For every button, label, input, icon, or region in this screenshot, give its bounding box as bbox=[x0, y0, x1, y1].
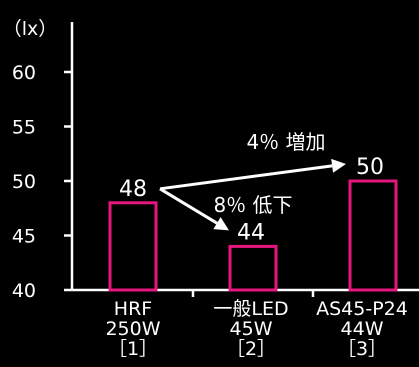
y-axis-ticks: 40 45 50 55 60 bbox=[12, 62, 72, 302]
comparison-arrow-line bbox=[159, 187, 218, 225]
category-label: ［3］ bbox=[337, 338, 387, 360]
comparison-arrow-line bbox=[159, 164, 333, 191]
y-tick-label: 45 bbox=[12, 226, 36, 248]
bar bbox=[108, 201, 158, 292]
y-tick-label: 40 bbox=[12, 280, 36, 302]
comparison-arrow-head bbox=[213, 217, 229, 231]
comparison-annotations: 4％ 増加 8％ 低下 bbox=[159, 130, 346, 231]
category-label: 250W bbox=[105, 318, 160, 340]
y-tick-label: 55 bbox=[12, 117, 36, 139]
category-label: ［1］ bbox=[108, 338, 158, 360]
bars bbox=[108, 179, 398, 292]
bar bbox=[228, 244, 278, 292]
value-labels: 48 44 50 bbox=[119, 155, 384, 245]
y-tick-label: 60 bbox=[12, 62, 36, 84]
category-label: 一般LED bbox=[213, 298, 288, 320]
bar bbox=[348, 179, 398, 292]
category-label: AS45-P24 bbox=[316, 298, 408, 320]
value-label: 44 bbox=[237, 220, 265, 245]
comparison-annotation-label: 8％ 低下 bbox=[213, 193, 292, 217]
value-label: 50 bbox=[356, 155, 384, 180]
y-axis-unit-label: （lx） bbox=[3, 18, 58, 40]
comparison-annotation-label: 4％ 増加 bbox=[246, 130, 325, 154]
value-label: 48 bbox=[119, 177, 147, 202]
category-label: 44W bbox=[341, 318, 384, 340]
y-tick-label: 50 bbox=[12, 171, 36, 193]
category-label: ［2］ bbox=[226, 338, 276, 360]
category-label: HRF bbox=[114, 298, 152, 320]
category-label: 45W bbox=[230, 318, 273, 340]
comparison-arrow-head bbox=[331, 158, 346, 173]
